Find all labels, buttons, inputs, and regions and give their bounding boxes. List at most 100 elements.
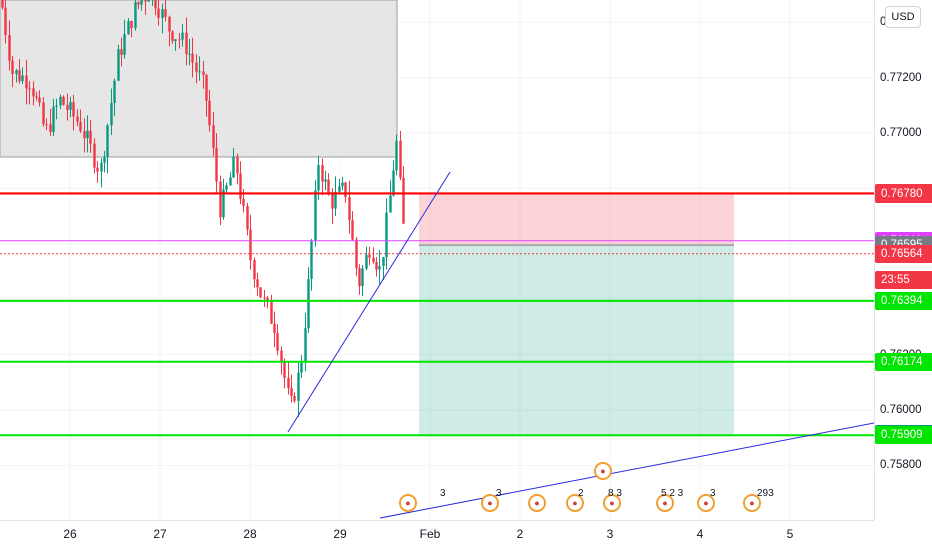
candle-body — [392, 170, 395, 196]
candle-body — [327, 179, 330, 195]
candle-body — [140, 0, 143, 5]
candle-body — [283, 362, 286, 379]
time-axis[interactable] — [0, 520, 874, 551]
candle-body — [222, 189, 225, 218]
economic-event-count: 5 2 3 — [661, 488, 684, 499]
candle-body — [331, 194, 334, 209]
candle-body — [4, 7, 7, 36]
candle-body — [321, 165, 324, 182]
candle-body — [69, 102, 72, 110]
candle-body — [270, 301, 273, 324]
economic-event-count: 8 3 — [608, 488, 622, 499]
candle-body — [42, 102, 45, 125]
candle-body — [113, 80, 116, 103]
candle-body — [253, 260, 256, 280]
take-profit-zone — [419, 245, 734, 436]
candle-body — [276, 333, 279, 351]
candle-body — [259, 287, 262, 298]
candle-body — [249, 229, 252, 261]
candle-body — [202, 71, 205, 75]
candle-body — [378, 266, 381, 270]
candle-body — [164, 9, 167, 17]
candle-body — [76, 116, 79, 122]
candle-body — [372, 257, 375, 263]
candle-body — [181, 32, 184, 40]
stop-loss-zone — [419, 193, 734, 246]
economic-event-flag-icon[interactable]: ● — [603, 494, 621, 512]
candle-body — [348, 197, 351, 221]
candle-body — [198, 71, 201, 73]
candle-body — [361, 268, 364, 287]
candle-body — [130, 20, 133, 29]
candle-body — [89, 130, 92, 144]
candle-body — [365, 254, 368, 269]
supply-zone — [0, 0, 398, 158]
candle-body — [208, 100, 211, 126]
candle-body — [191, 53, 194, 63]
candle-body — [358, 268, 361, 287]
economic-event-flag-icon[interactable]: ● — [481, 494, 499, 512]
candle-body — [66, 104, 69, 110]
candle-body — [300, 360, 303, 373]
candle-body — [161, 9, 164, 18]
candle-body — [368, 254, 371, 258]
candle-body — [304, 328, 307, 361]
candle-body — [110, 102, 113, 126]
candle-body — [32, 88, 35, 97]
candle-body — [28, 88, 31, 90]
time-tick-label: 27 — [153, 527, 167, 541]
candle-body — [106, 125, 109, 157]
candle-body — [100, 162, 103, 172]
candle-body — [280, 350, 283, 363]
economic-event-flag-icon[interactable]: ● — [656, 494, 674, 512]
economic-event-flag-icon[interactable]: ● — [399, 494, 417, 512]
economic-event-flag-icon[interactable]: ● — [594, 462, 612, 480]
economic-event-flag-icon[interactable]: ● — [566, 494, 584, 512]
price-badge: 0.75909 — [875, 426, 932, 445]
candle-body — [338, 186, 341, 192]
candle-body — [344, 182, 347, 198]
candle-body — [174, 39, 177, 41]
candle-body — [11, 60, 14, 75]
candle-body — [185, 32, 188, 55]
candle-body — [273, 323, 276, 334]
candle-body — [385, 212, 388, 258]
time-tick-label: 2 — [516, 527, 524, 541]
candle-body — [147, 0, 150, 2]
time-tick-label: Feb — [419, 527, 441, 541]
candle-body — [59, 96, 62, 106]
candle-body — [389, 195, 392, 213]
candle-body — [399, 140, 402, 178]
price-tick-label: 0.77200 — [880, 71, 922, 84]
candle-body — [86, 130, 89, 139]
candle-body — [127, 20, 130, 35]
candle-body — [117, 49, 120, 81]
candle-body — [375, 262, 378, 270]
currency-button[interactable]: USD — [885, 6, 921, 28]
candle-body — [72, 102, 75, 117]
candle-body — [154, 0, 157, 9]
candle-body — [263, 297, 266, 299]
price-tick-label: 0.77000 — [880, 127, 922, 139]
candle-body — [157, 8, 160, 18]
candle-body — [35, 96, 38, 98]
candle-body — [171, 31, 174, 41]
price-badge: 0.76564 — [875, 244, 932, 263]
candle-body — [314, 190, 317, 242]
economic-event-flag-icon[interactable]: ● — [528, 494, 546, 512]
candle-body — [205, 74, 208, 101]
price-badge: 0.76394 — [875, 291, 932, 310]
time-tick-label: 29 — [333, 527, 347, 541]
candle-body — [212, 125, 215, 148]
candle-body — [334, 191, 337, 209]
economic-event-count: 2 — [578, 488, 584, 499]
time-tick-label: 26 — [63, 527, 77, 541]
economic-event-flag-icon[interactable]: ● — [697, 494, 715, 512]
candle-body — [232, 156, 235, 178]
price-tick-label: 0.76000 — [880, 404, 922, 416]
candle-body — [137, 2, 140, 5]
economic-event-count: 3 — [496, 488, 502, 499]
economic-event-flag-icon[interactable]: ● — [743, 494, 761, 512]
economic-event-count: 293 — [757, 488, 774, 499]
price-chart[interactable] — [0, 0, 874, 520]
